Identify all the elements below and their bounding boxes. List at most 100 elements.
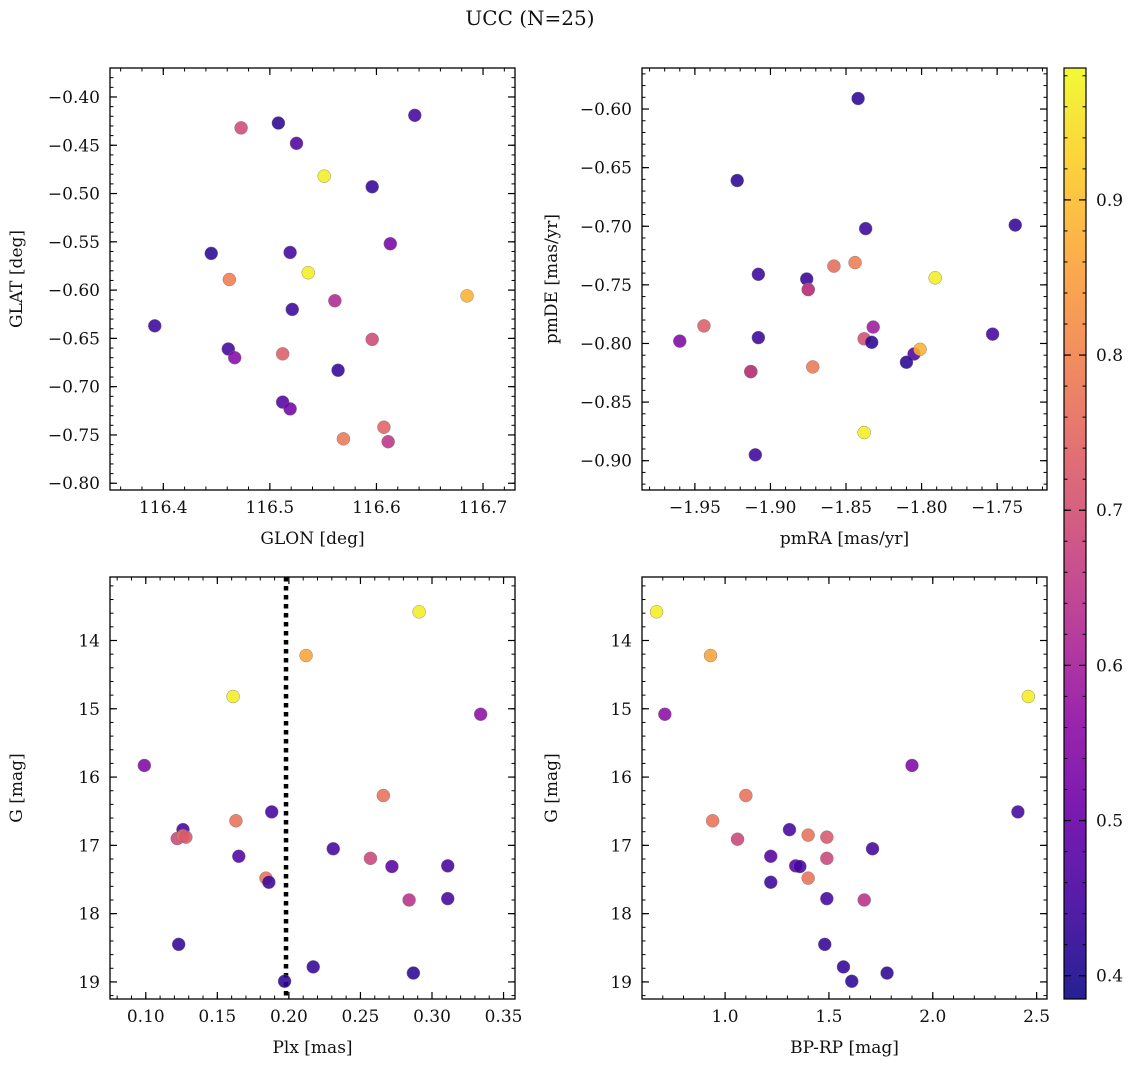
data-point [336,432,351,446]
y-tick-label: −0.75 [580,276,632,296]
data-point [299,648,313,663]
panel-1: 116.4 116.5 116.6 116.7 −0.80 −0.75 −0.70 −0.65… [7,67,516,549]
data-point [289,136,304,151]
axes-frame [641,67,1048,491]
y-tick-label: −0.80 [48,474,100,494]
panel-3: 0.10 0.15 0.20 0.25 0.30 0.35 14 15 16 17 18 19 Plx … [7,576,522,1058]
data-point [820,830,834,844]
x-axis-label: BP-RP [mag] [790,1038,899,1058]
data-point [265,805,279,819]
data-point [764,849,778,863]
data-point [179,830,193,844]
panel-4: 1.0 1.5 2.0 2.5 14 15 16 17 18 19 BP-RP [mag] G [ma… [542,576,1050,1058]
x-tick-label: 0.10 [127,1007,165,1027]
data-point [739,788,753,803]
colorbar-tick-label: 0.9 [1096,191,1123,211]
data-point [262,875,276,889]
y-tick-label: 17 [78,836,100,856]
data-point [751,267,766,282]
x-axis-label: Plx [mas] [272,1038,352,1058]
y-tick-label: 14 [78,632,100,652]
data-point [851,91,865,106]
data-point [836,960,851,974]
data-point [730,173,744,188]
scatter-points [148,108,474,449]
data-point [328,294,342,308]
x-tick-label: 116.7 [459,498,508,518]
y-tick-label: −0.60 [48,281,100,301]
data-point [764,875,778,889]
data-point [1021,689,1036,704]
x-tick-label: 116.6 [352,498,401,518]
y-tick-label: −0.65 [48,329,100,349]
y-tick-label: 15 [78,700,100,720]
x-tick-label: 2.0 [919,1007,946,1027]
data-point [793,859,807,874]
data-point [285,302,299,317]
data-point [222,272,237,287]
y-tick-label: −0.40 [48,88,100,108]
x-tick-label: 0.15 [198,1007,236,1027]
data-point [227,351,242,365]
data-point [818,937,832,952]
data-point [326,842,340,856]
data-point [376,788,391,803]
scatter-points [649,605,1036,988]
data-point [148,319,162,333]
y-axis-label: G [mag] [7,753,27,822]
data-point [801,871,815,885]
axes-frame [109,67,516,491]
data-point [226,689,240,704]
data-point [857,893,871,907]
data-point [406,966,421,980]
x-tick-label: −1.85 [820,498,872,518]
data-point [985,327,1000,341]
data-point [848,255,862,270]
data-point [899,355,914,369]
data-point [441,891,455,906]
data-point [865,335,879,349]
scatter-points [673,91,1022,462]
data-point [744,364,758,379]
x-tick-label: −1.75 [971,498,1023,518]
colorbar-frame [1063,67,1087,1000]
data-point [271,116,286,130]
data-point [365,332,379,347]
y-tick-label: −0.75 [48,426,100,446]
colorbar-tick-label: 0.6 [1096,656,1123,676]
x-tick-label: 116.4 [139,498,188,518]
y-tick-label: −0.60 [580,100,632,120]
x-axis-label: GLON [deg] [260,529,364,549]
data-point [137,758,152,773]
colorbar-tick-label: 0.5 [1096,812,1123,832]
y-tick-label: −0.70 [580,217,632,237]
data-point [730,832,745,846]
data-point [365,180,379,194]
data-point [229,814,243,828]
x-tick-label: 1.5 [815,1007,842,1027]
axes-frame [641,576,1048,1000]
data-point [703,648,718,663]
data-point [880,966,894,980]
data-point [673,334,687,348]
y-tick-label: 15 [610,700,632,720]
data-point [412,605,426,619]
data-point [306,960,320,974]
data-point [806,360,820,374]
data-point [277,974,292,988]
data-point [857,425,871,440]
data-point [381,435,395,449]
colorbar-gradient [1064,68,1086,999]
data-point [697,319,711,333]
y-tick-label: −0.45 [48,136,100,156]
data-point [801,828,815,842]
x-tick-label: 1.0 [712,1007,739,1027]
y-tick-label: 14 [610,632,632,652]
x-tick-label: −1.80 [896,498,948,518]
x-tick-label: 0.20 [270,1007,308,1027]
data-point [782,822,797,837]
data-point [460,289,474,303]
y-axis-label: pmDE [mas/yr] [542,214,562,344]
y-tick-label: −0.65 [580,159,632,179]
